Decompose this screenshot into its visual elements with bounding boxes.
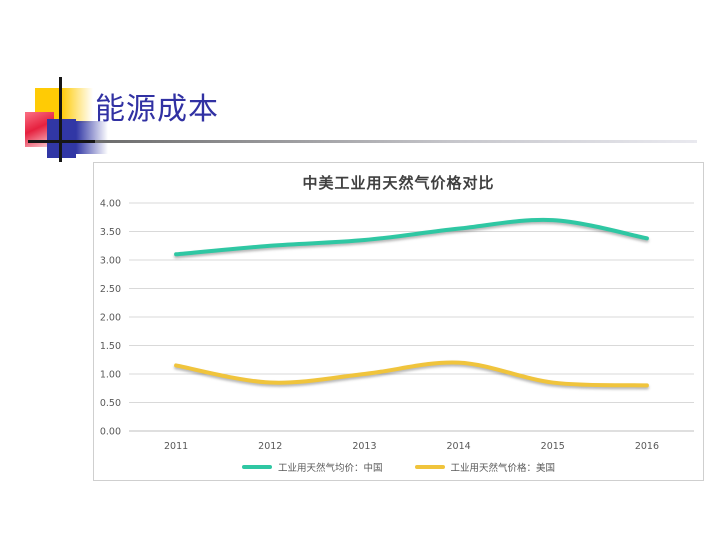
- x-tick-label: 2011: [164, 441, 188, 452]
- decor-vertical-line: [59, 77, 62, 162]
- legend-item: 工业用天然气价格：美国: [414, 460, 556, 474]
- y-tick-label: 2.50: [100, 284, 121, 295]
- line-chart: 0.00 0.50 1.00 1.50 2.00 2.50 3.00 3.50 4.00 2011…: [100, 199, 694, 452]
- legend-swatch-line: [414, 465, 445, 469]
- slide-title: 能源成本: [95, 92, 219, 127]
- chart-legend: 工业用天然气均价：中国 工业用天然气价格：美国: [94, 458, 703, 476]
- x-tick-label: 2015: [541, 441, 565, 452]
- y-tick-label: 1.50: [100, 341, 121, 352]
- chart-title: 中美工业用天然气价格对比: [302, 174, 495, 192]
- x-tick-label: 2013: [352, 441, 376, 452]
- decor-blue-fade-band: [76, 121, 108, 154]
- legend-swatch-line: [241, 465, 272, 469]
- legend-label: 工业用天然气均价：中国: [277, 463, 383, 474]
- series-line: [174, 217, 649, 257]
- y-tick-label: 0.50: [100, 398, 121, 409]
- chart-container: 0.00 0.50 1.00 1.50 2.00 2.50 3.00 3.50 4.00 2011…: [93, 162, 704, 481]
- x-tick-label: 2016: [635, 441, 659, 452]
- y-tick-label: 2.00: [100, 313, 121, 324]
- x-tick-label: 2014: [446, 441, 470, 452]
- y-tick-label: 3.00: [100, 256, 121, 267]
- y-tick-label: 4.00: [100, 199, 121, 210]
- title-divider-line: [95, 140, 697, 143]
- x-tick-label: 2012: [258, 441, 282, 452]
- y-tick-label: 1.00: [100, 370, 121, 381]
- y-tick-label: 3.50: [100, 227, 121, 238]
- y-tick-label: 0.00: [100, 427, 121, 438]
- decor-horizontal-line: [28, 140, 118, 143]
- legend-label: 工业用天然气价格：美国: [450, 463, 556, 474]
- series-line: [174, 360, 649, 388]
- legend-item: 工业用天然气均价：中国: [241, 460, 383, 474]
